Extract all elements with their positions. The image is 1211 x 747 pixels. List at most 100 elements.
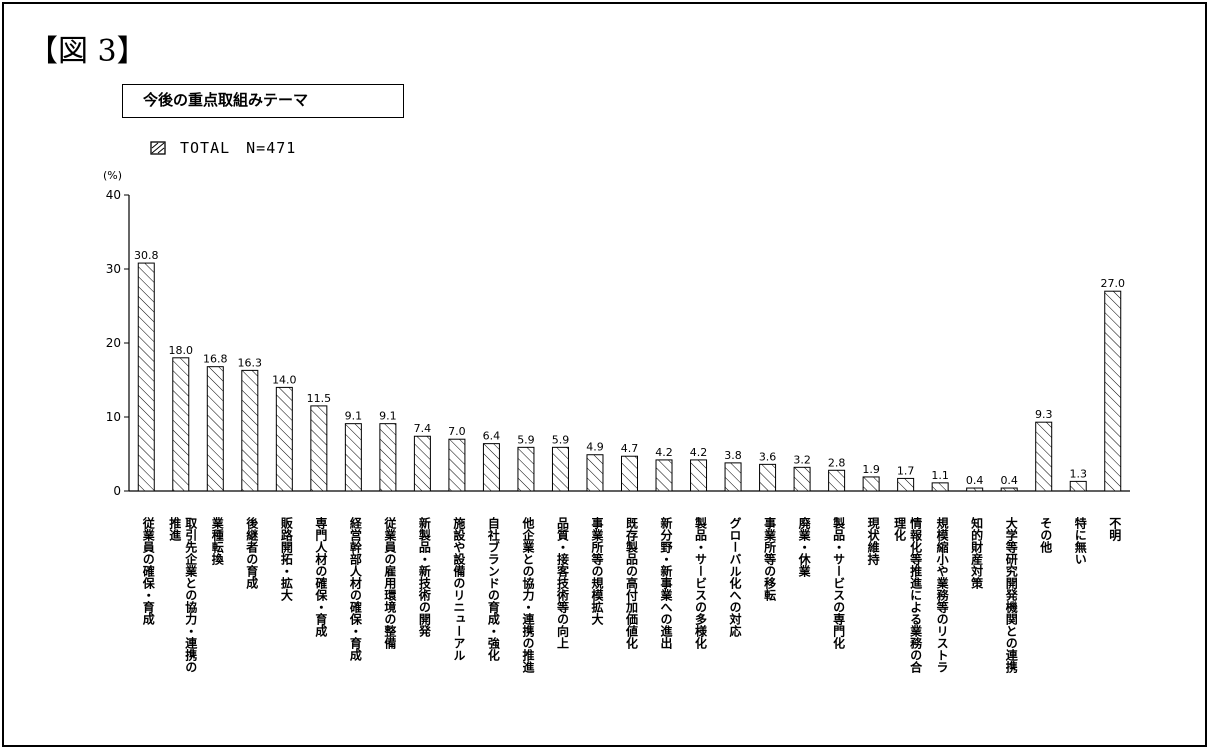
- bar-value-label: 11.5: [307, 392, 332, 405]
- y-tick-label: 30: [106, 262, 121, 276]
- x-category-label: 事業所等の移転: [762, 517, 777, 601]
- bar-value-label: 3.6: [759, 450, 777, 463]
- bar: [966, 487, 984, 492]
- bar: [241, 369, 259, 492]
- x-category-label: 経営幹部人材の確保・育成: [348, 517, 363, 661]
- bar-value-label: 9.3: [1035, 408, 1053, 421]
- bar-value-label: 4.9: [586, 441, 604, 454]
- bar: [137, 262, 155, 492]
- x-category-label: 取引先企業との協力・連携の: [183, 517, 198, 673]
- bar-value-label: 0.4: [1000, 474, 1018, 487]
- bars: 30.8 18.0 16.8 16.3 14.0 11.5 9.1 9.1 7.4 7.0 6.4 5…: [134, 249, 1125, 492]
- x-category-label: 他企業との協力・連携の推進: [520, 517, 535, 673]
- bar: [1000, 487, 1018, 492]
- bar-value-label: 27.0: [1100, 277, 1125, 290]
- bar: [724, 462, 742, 492]
- bar-value-label: 16.8: [203, 353, 228, 366]
- bar-value-label: 7.0: [448, 425, 466, 438]
- bar-value-label: 6.4: [483, 430, 501, 443]
- bar-value-label: 30.8: [134, 249, 159, 262]
- bar: [862, 476, 880, 492]
- bar-value-label: 9.1: [379, 410, 397, 423]
- bar: [621, 455, 638, 492]
- x-category-label: 新分野・新事業への進出: [659, 517, 674, 649]
- bar: [172, 357, 190, 492]
- x-category-label: 情報化等推進による業務の合: [908, 517, 923, 673]
- bar-value-label: 1.1: [931, 469, 949, 482]
- bar-value-label: 1.7: [897, 464, 915, 477]
- bar-value-label: 14.0: [272, 373, 297, 386]
- bar: [828, 469, 846, 492]
- bar-value-label: 2.8: [828, 456, 846, 469]
- x-category-label: その他: [1038, 517, 1053, 553]
- x-category-label: 推進: [167, 517, 182, 541]
- legend: TOTAL N=471: [150, 137, 296, 158]
- x-category-label: グローバル化への対応: [728, 517, 743, 637]
- x-category-label: 従業員の確保・育成: [141, 517, 156, 625]
- bar: [551, 446, 569, 492]
- bar: [655, 459, 673, 492]
- x-category-label: 廃業・休業: [797, 517, 812, 577]
- x-category-label: 特に無い: [1073, 517, 1088, 565]
- x-category-label: 新製品・新技術の開発: [417, 517, 432, 637]
- legend-swatch: [150, 140, 166, 155]
- bar: [897, 477, 915, 492]
- x-category-label: 既存製品の高付加価値化: [624, 517, 639, 649]
- x-category-label: 販路開拓・拡大: [279, 517, 294, 601]
- chart-title: 今後の重点取組みテーマ: [122, 84, 404, 118]
- y-tick-label: 20: [106, 336, 121, 350]
- bar: [1069, 480, 1087, 492]
- x-category-label: 施設や設備のリニューアル: [451, 517, 466, 661]
- x-category-label: 規模縮小や業務等のリストラ: [935, 517, 950, 673]
- figure-label: 【図 3】: [28, 34, 147, 69]
- x-category-label: 品質・接客技術等の向上: [555, 517, 570, 649]
- bar: [759, 463, 777, 492]
- bar: [344, 423, 362, 492]
- y-tick-label: 0: [113, 484, 121, 498]
- bar-value-label: 3.8: [724, 449, 742, 462]
- bar: [482, 443, 500, 492]
- x-category-label: 事業所等の規模拡大: [589, 517, 604, 625]
- x-category-label: 従業員の雇用環境の整備: [382, 517, 397, 649]
- x-category-label: 理化: [892, 517, 907, 541]
- bar-value-label: 16.3: [238, 356, 263, 369]
- y-axis-unit: (%): [103, 169, 122, 182]
- bar: [586, 454, 604, 492]
- bar-value-label: 3.2: [793, 453, 811, 466]
- bar-value-label: 4.2: [655, 446, 673, 459]
- x-category-label: 製品・サービスの多様化: [693, 517, 708, 649]
- x-category-label: 業種転換: [210, 517, 225, 565]
- bar: [206, 366, 224, 492]
- x-category-label: 製品・サービスの専門化: [831, 517, 846, 649]
- bar: [931, 482, 949, 492]
- bar-value-label: 18.0: [169, 344, 194, 357]
- bar-value-label: 5.9: [517, 433, 535, 446]
- bar: [310, 405, 328, 492]
- legend-label: TOTAL N=471: [180, 139, 297, 157]
- bar: [1104, 290, 1122, 492]
- bar-value-label: 9.1: [345, 410, 363, 423]
- x-category-label: 後継者の育成: [244, 517, 259, 589]
- bar: [1035, 421, 1053, 492]
- x-category-label: 知的財産対策: [969, 517, 984, 589]
- bar: [413, 435, 431, 492]
- x-category-label: 現状維持: [866, 517, 881, 565]
- bar-value-label: 1.9: [862, 463, 880, 476]
- bar: [275, 386, 293, 492]
- bar-value-label: 7.4: [414, 422, 432, 435]
- bar-value-label: 4.7: [621, 442, 639, 455]
- x-category-label: 不明: [1107, 517, 1122, 541]
- bar-value-label: 4.2: [690, 446, 708, 459]
- y-tick-label: 40: [106, 188, 121, 202]
- bar: [379, 423, 397, 492]
- bar: [690, 459, 708, 492]
- x-category-label: 自社ブランドの育成・強化: [486, 517, 501, 661]
- bar-value-label: 5.9: [552, 433, 570, 446]
- bar: [517, 446, 535, 492]
- x-category-label: 専門人材の確保・育成: [313, 517, 328, 637]
- bar: [448, 438, 466, 492]
- y-tick-label: 10: [106, 410, 121, 424]
- x-category-label: 大学等研究開発機関との連携: [1004, 517, 1019, 673]
